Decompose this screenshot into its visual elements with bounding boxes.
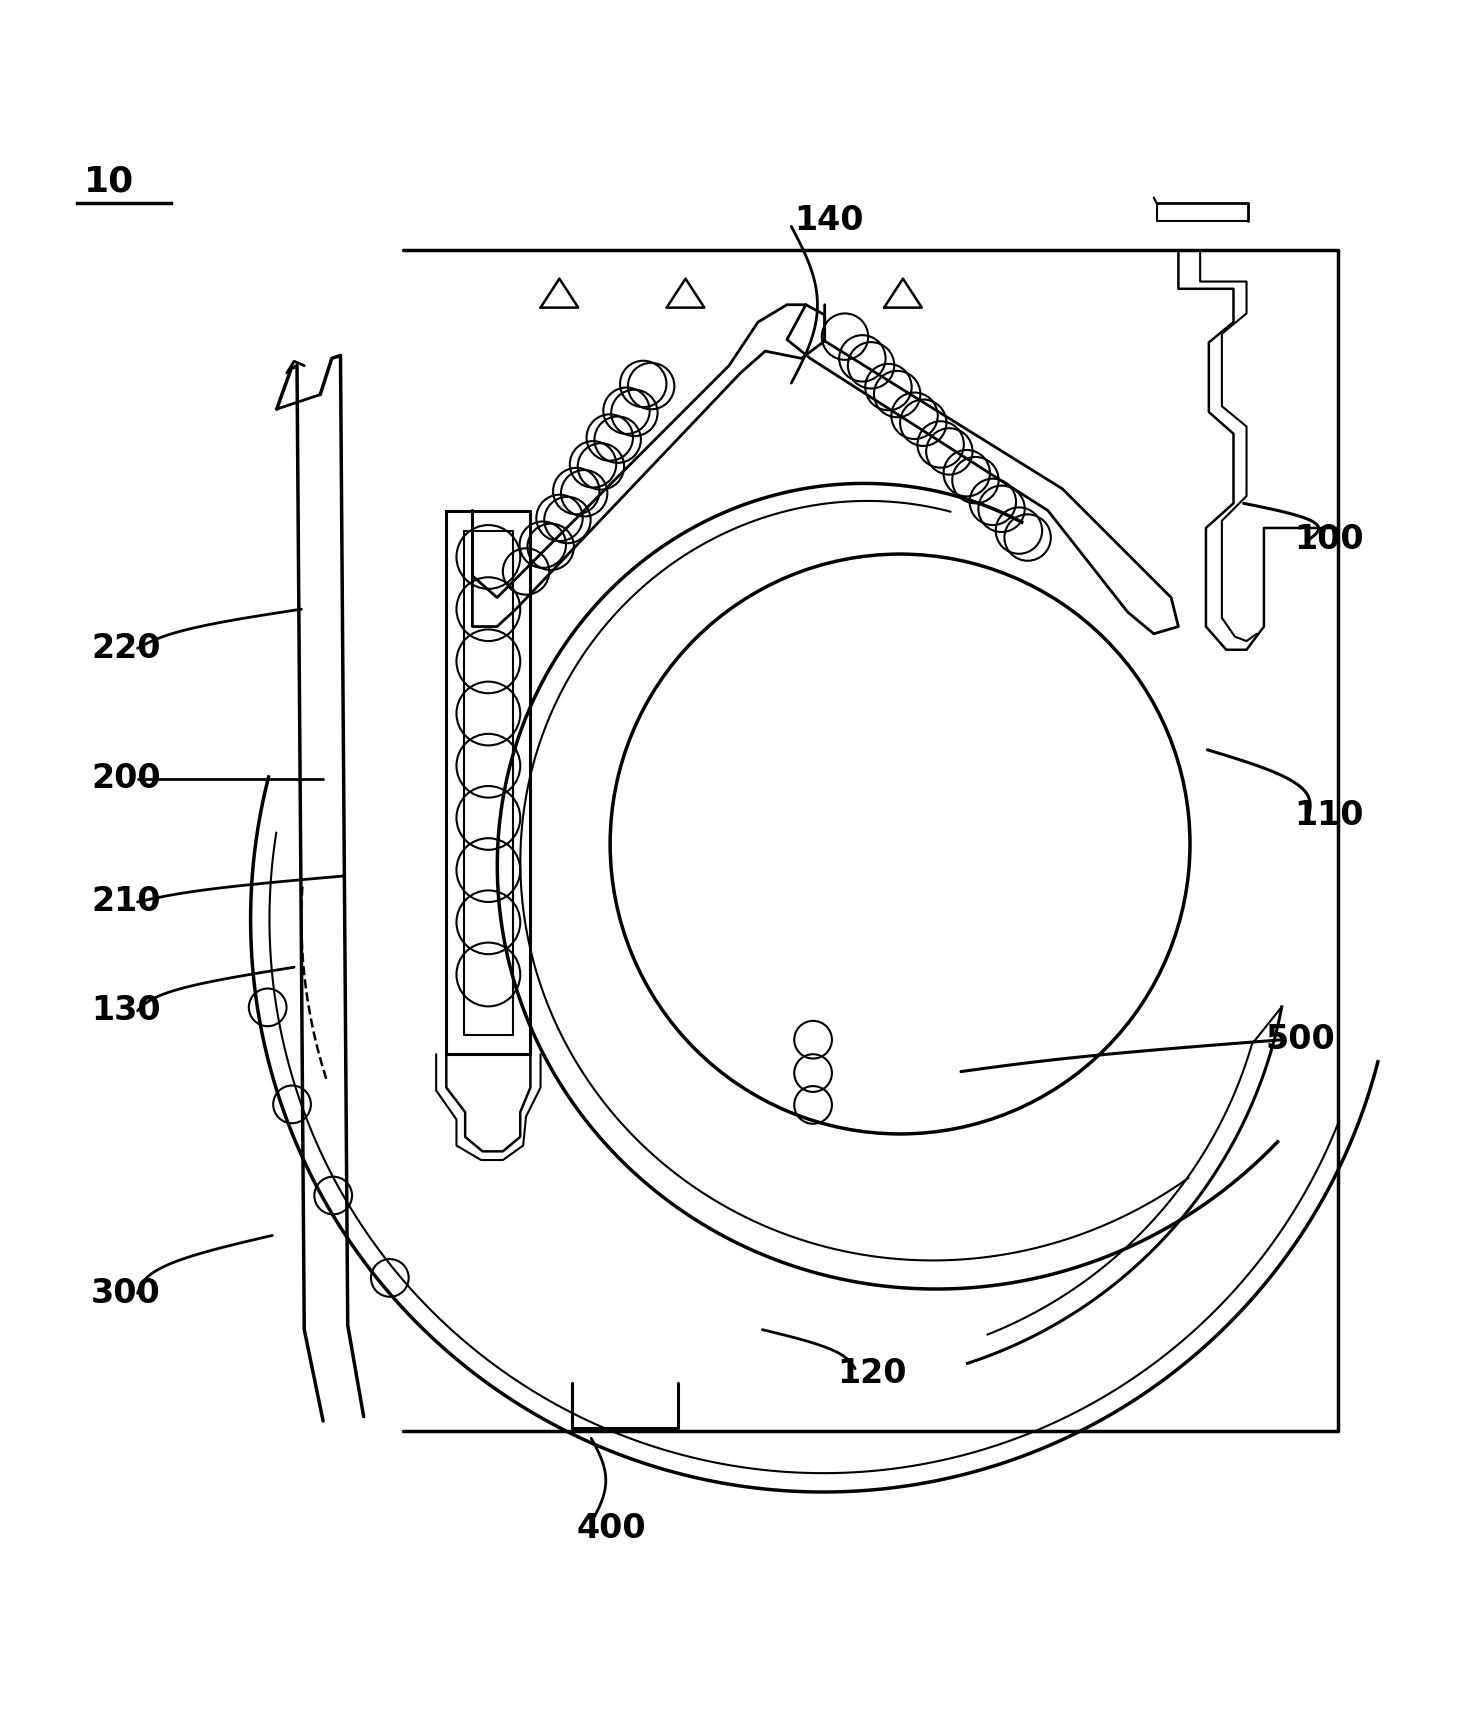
Text: 120: 120 — [838, 1356, 907, 1389]
Text: 210: 210 — [92, 886, 160, 919]
Text: 110: 110 — [1295, 798, 1363, 831]
Text: 400: 400 — [577, 1511, 646, 1545]
Text: 220: 220 — [92, 632, 160, 664]
Text: 200: 200 — [92, 762, 160, 795]
Text: 500: 500 — [1266, 1023, 1336, 1056]
Text: 10: 10 — [85, 165, 134, 199]
Text: 300: 300 — [92, 1277, 160, 1310]
Text: 100: 100 — [1295, 524, 1365, 556]
Text: 130: 130 — [92, 994, 160, 1027]
Text: 140: 140 — [795, 204, 863, 237]
